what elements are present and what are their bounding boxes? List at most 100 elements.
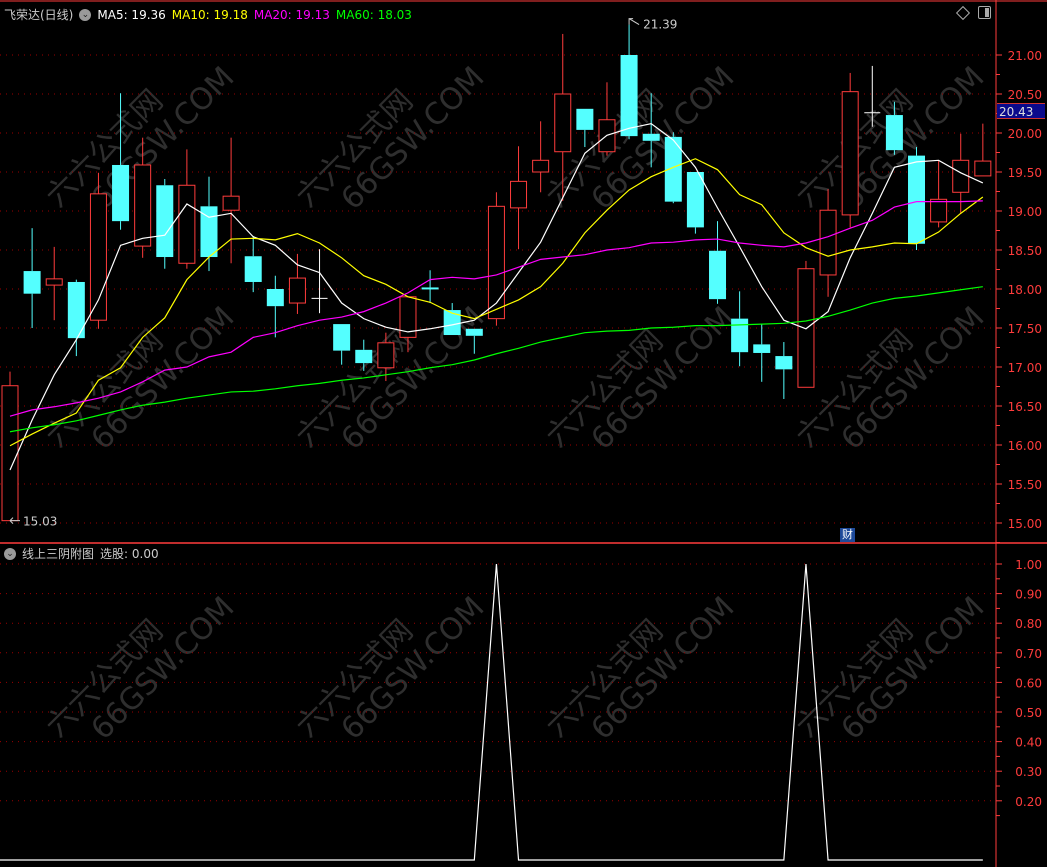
- candle-body: [576, 108, 594, 130]
- candle-body: [554, 93, 572, 153]
- candle-body: [23, 271, 41, 294]
- candle: [244, 235, 262, 293]
- indicator-tick-label: 0.80: [1015, 617, 1042, 631]
- candle-body: [112, 164, 130, 222]
- main-panel-header: 飞荣达(日线) ⌄ MA5: 19.36 MA10: 19.18 MA20: 1…: [4, 6, 412, 23]
- candle-body: [819, 209, 837, 276]
- diamond-icon[interactable]: [955, 5, 971, 20]
- candle: [576, 108, 594, 148]
- indicator-panel: [0, 563, 983, 861]
- candle: [620, 24, 638, 140]
- candle-body: [487, 205, 505, 320]
- candle-body: [156, 185, 174, 258]
- candle: [288, 253, 306, 314]
- low-arrow-icon: [9, 517, 20, 525]
- candle: [23, 228, 41, 328]
- candle: [731, 291, 749, 367]
- candle: [178, 149, 196, 269]
- candle: [67, 279, 85, 357]
- candle-body: [686, 172, 704, 228]
- candle-body: [266, 289, 284, 307]
- indicator-line: [0, 563, 983, 861]
- candle: [443, 303, 461, 336]
- indicator-value: 选股: 0.00: [100, 547, 159, 561]
- candle-body: [797, 268, 815, 388]
- candle: [355, 339, 373, 371]
- candle: [532, 121, 550, 193]
- candle: [89, 172, 107, 329]
- candle-body: [465, 328, 483, 336]
- panel-toggle-icon[interactable]: [978, 6, 991, 19]
- candle-body: [775, 356, 793, 370]
- candle-body: [664, 136, 682, 202]
- candle-body: [178, 184, 196, 264]
- price-tick-label: 17.00: [1008, 361, 1042, 375]
- candle: [266, 275, 284, 338]
- candle: [908, 147, 926, 250]
- indicator-tick-label: 0.90: [1015, 588, 1042, 602]
- indicator-name: 线上三阴附图: [22, 547, 95, 561]
- price-tick-label: 15.00: [1008, 517, 1042, 531]
- candle: [598, 82, 616, 156]
- candle-body: [841, 91, 859, 216]
- candle-body: [222, 195, 240, 211]
- candle-body: [642, 133, 660, 141]
- candle-body: [731, 318, 749, 353]
- candle-body: [377, 342, 395, 369]
- chevron-down-icon[interactable]: ⌄: [79, 8, 92, 21]
- price-tick-label: 16.50: [1008, 400, 1042, 414]
- candle: [709, 221, 727, 304]
- price-tick-label: 15.50: [1008, 478, 1042, 492]
- candle-body: [532, 159, 550, 173]
- price-tick-label: 16.00: [1008, 439, 1042, 453]
- stock-name: 飞荣达(日线): [4, 8, 74, 22]
- candle: [134, 137, 152, 258]
- candle: [930, 160, 948, 228]
- ma20-line: [9, 200, 983, 417]
- candle-body: [244, 256, 262, 282]
- candle-body: [908, 155, 926, 244]
- ma20-label: MA20: 19.13: [253, 7, 330, 22]
- price-tick-label: 17.50: [1008, 322, 1042, 336]
- candle: [112, 93, 130, 230]
- candle: [642, 93, 660, 168]
- candle: [952, 133, 970, 214]
- ma5-label: MA5: 19.36: [97, 7, 166, 22]
- candle-body: [288, 277, 306, 304]
- candle: [421, 270, 439, 304]
- indicator-tick-label: 0.50: [1015, 706, 1042, 720]
- high-arrow-icon: [628, 18, 640, 26]
- candle: [885, 101, 903, 155]
- candle-body: [355, 349, 373, 364]
- finance-badge[interactable]: 财: [840, 528, 855, 542]
- ma10-line: [9, 158, 984, 447]
- candle: [797, 260, 815, 388]
- candle-body: [952, 159, 970, 193]
- price-tick-label: 21.00: [1008, 49, 1042, 63]
- price-tick-label: 20.00: [1008, 127, 1042, 141]
- candle-body: [443, 310, 461, 336]
- candle-body: [1, 385, 19, 522]
- ma60-line: [9, 286, 983, 433]
- indicator-panel-header: ⌄ 线上三阴附图 选股: 0.00: [4, 545, 159, 562]
- price-tick-label: 20.50: [1008, 88, 1042, 102]
- candle: [554, 33, 572, 201]
- ma60-label: MA60: 18.03: [335, 7, 412, 22]
- indicator-tick-label: 0.70: [1015, 647, 1042, 661]
- candle: [974, 123, 992, 177]
- indicator-tick-label: 0.30: [1015, 765, 1042, 779]
- candle: [753, 324, 771, 382]
- candle-body: [45, 278, 63, 286]
- candle: [841, 72, 859, 228]
- panel-tools: [955, 5, 991, 20]
- chevron-down-icon[interactable]: ⌄: [4, 547, 16, 560]
- price-tick-label: 18.50: [1008, 244, 1042, 258]
- candle-body: [333, 324, 351, 351]
- candle: [45, 246, 63, 321]
- candle: [465, 328, 483, 354]
- candle: [311, 249, 328, 314]
- price-tick-label: 18.00: [1008, 283, 1042, 297]
- indicator-tick-label: 0.60: [1015, 676, 1042, 690]
- candle: [686, 172, 704, 234]
